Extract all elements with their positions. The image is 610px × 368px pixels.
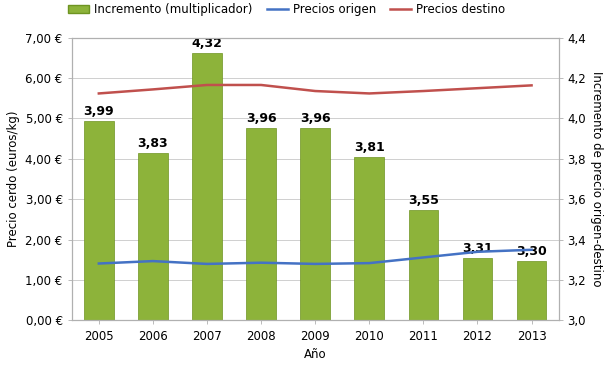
Bar (138, 153, 168, 321)
Text: 3,55: 3,55 (408, 194, 439, 207)
Bar (409, 210, 438, 321)
Text: 4,32: 4,32 (192, 37, 223, 50)
Y-axis label: Incremento de precio origen-destino: Incremento de precio origen-destino (590, 71, 603, 287)
Y-axis label: Precio cerdo (euros/kg): Precio cerdo (euros/kg) (7, 111, 20, 247)
Text: 3,96: 3,96 (300, 112, 331, 125)
Legend: Incremento (multiplicador), Precios origen, Precios destino: Incremento (multiplicador), Precios orig… (63, 0, 510, 21)
Bar (517, 261, 547, 321)
Text: 3,99: 3,99 (84, 106, 114, 118)
Text: 3,96: 3,96 (246, 112, 276, 125)
Text: 3,31: 3,31 (462, 242, 493, 255)
Text: 3,30: 3,30 (516, 245, 547, 258)
X-axis label: Año: Año (304, 348, 326, 361)
Bar (84, 121, 113, 321)
Bar (354, 157, 384, 321)
Bar (192, 53, 222, 321)
Bar (246, 128, 276, 321)
Bar (462, 258, 492, 321)
Text: 3,83: 3,83 (138, 137, 168, 150)
Text: 3,81: 3,81 (354, 141, 385, 155)
Bar (300, 128, 330, 321)
